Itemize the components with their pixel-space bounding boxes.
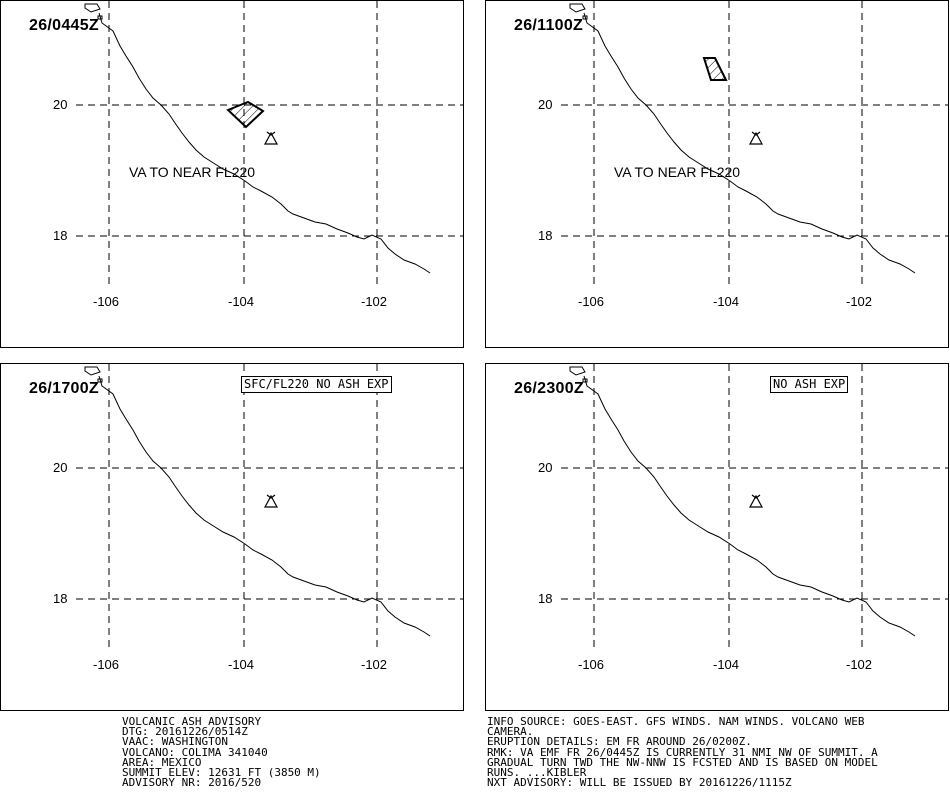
advisory-line: RMK: VA EMF FR 26/0445Z IS CURRENTLY 31 … bbox=[487, 745, 878, 759]
lon-label-104: -104 bbox=[713, 657, 740, 672]
island bbox=[97, 15, 103, 20]
lon-label-102: -102 bbox=[846, 657, 873, 672]
island bbox=[582, 378, 588, 383]
lon-label-102: -102 bbox=[361, 294, 388, 309]
advisory-line: DTG: 20161226/0514Z bbox=[122, 725, 248, 739]
advisory-line: VAAC: WASHINGTON bbox=[122, 735, 228, 749]
volcano-triangle-icon bbox=[748, 131, 764, 145]
advisory-line: GRADUAL TURN TWD THE NW-NNW IS FCSTED AN… bbox=[487, 755, 878, 769]
lat-label-20: 20 bbox=[538, 460, 553, 475]
ash-cloud-polygon bbox=[702, 57, 728, 81]
advisory-line: SUMMIT ELEV: 12631 FT (3850 M) bbox=[122, 766, 321, 780]
advisory-line: VOLCANO: COLIMA 341040 bbox=[122, 745, 268, 759]
lon-label-106: -106 bbox=[93, 657, 120, 672]
island bbox=[582, 15, 588, 20]
panel-time: 26/1700Z bbox=[29, 380, 100, 397]
lon-label-104: -104 bbox=[228, 294, 255, 309]
lon-label-106: -106 bbox=[578, 657, 605, 672]
lat-label-20: 20 bbox=[53, 97, 68, 112]
advisory-line: ADVISORY NR: 2016/520 bbox=[122, 776, 262, 790]
panel-time: 26/2300Z bbox=[514, 380, 585, 397]
lat-label-18: 18 bbox=[53, 591, 68, 606]
advisory-line: NXT ADVISORY: WILL BE ISSUED BY 20161226… bbox=[487, 776, 792, 790]
va-height-label: VA TO NEAR FL220 bbox=[614, 164, 741, 180]
map-canvas bbox=[561, 364, 948, 652]
coastline bbox=[98, 12, 431, 274]
advisory-line: ERUPTION DETAILS: EM FR AROUND 26/0200Z. bbox=[487, 735, 752, 749]
lat-label-18: 18 bbox=[538, 228, 553, 243]
lon-label-104: -104 bbox=[228, 657, 255, 672]
advisory-line: AREA: MEXICO bbox=[122, 755, 202, 769]
advisory-remarks-block: INFO SOURCE: GOES-EAST. GFS WINDS. NAM W… bbox=[487, 715, 878, 790]
map-canvas bbox=[561, 1, 948, 289]
advisory-line: INFO SOURCE: GOES-EAST. GFS WINDS. NAM W… bbox=[487, 715, 865, 728]
lat-label-20: 20 bbox=[538, 97, 553, 112]
volcano-triangle-icon bbox=[748, 494, 764, 508]
panel-time: 26/0445Z bbox=[29, 17, 100, 34]
ash-cloud-polygon bbox=[226, 100, 265, 129]
coastline bbox=[98, 375, 431, 637]
coastline bbox=[583, 375, 916, 637]
advisory-line: RUNS. ...KIBLER bbox=[487, 766, 587, 780]
forecast-panel-0445z: 26/0445Z VA TO NEAR FL220 20 18 -106 -10… bbox=[0, 0, 464, 348]
lon-label-106: -106 bbox=[93, 294, 120, 309]
forecast-panel-1700z: 26/1700Z SFC/FL220 NO ASH EXP 20 18 -106… bbox=[0, 363, 464, 711]
lon-label-104: -104 bbox=[713, 294, 740, 309]
island bbox=[84, 3, 101, 13]
volcano-triangle-icon bbox=[263, 131, 279, 145]
island bbox=[97, 378, 103, 383]
no-ash-box: SFC/FL220 NO ASH EXP bbox=[241, 376, 392, 393]
lon-label-102: -102 bbox=[846, 294, 873, 309]
coastline bbox=[583, 12, 916, 274]
advisory-line: VOLCANIC ASH ADVISORY bbox=[122, 715, 262, 728]
lat-label-20: 20 bbox=[53, 460, 68, 475]
no-ash-box: NO ASH EXP bbox=[770, 376, 849, 393]
map-canvas bbox=[76, 364, 463, 652]
island bbox=[569, 3, 586, 13]
panel-time: 26/1100Z bbox=[514, 17, 584, 34]
volcano-triangle-icon bbox=[263, 494, 279, 508]
lat-label-18: 18 bbox=[538, 591, 553, 606]
lon-label-102: -102 bbox=[361, 657, 388, 672]
advisory-line: CAMERA. bbox=[487, 725, 534, 739]
lat-label-18: 18 bbox=[53, 228, 68, 243]
island bbox=[84, 366, 101, 376]
map-canvas bbox=[76, 1, 463, 289]
island bbox=[569, 366, 586, 376]
forecast-panel-2300z: 26/2300Z NO ASH EXP 20 18 -106 -104 -102 bbox=[485, 363, 949, 711]
va-height-label: VA TO NEAR FL220 bbox=[129, 164, 256, 180]
lon-label-106: -106 bbox=[578, 294, 605, 309]
forecast-panel-1100z: 26/1100Z VA TO NEAR FL220 20 18 -106 -10… bbox=[485, 0, 949, 348]
advisory-header-block: VOLCANIC ASH ADVISORY DTG: 20161226/0514Z… bbox=[122, 715, 321, 790]
